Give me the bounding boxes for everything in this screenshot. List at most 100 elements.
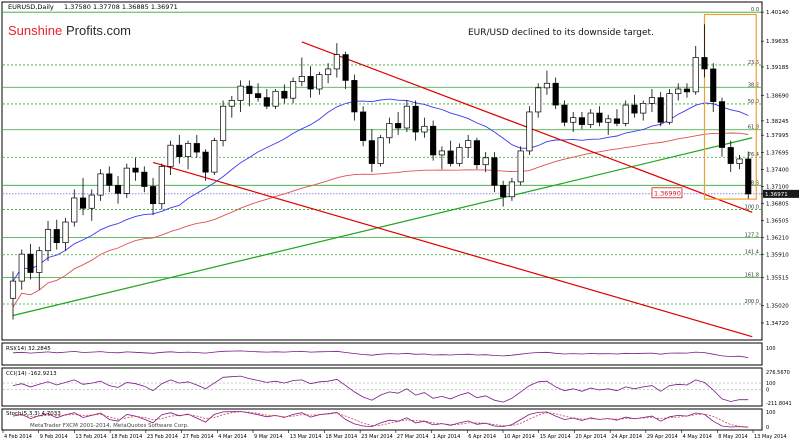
bull-candle-body (438, 150, 445, 156)
candle (491, 152, 498, 193)
bull-candle-body (666, 93, 673, 123)
date-tick-label: 13 Feb 2014 (75, 434, 106, 440)
candle (123, 163, 130, 198)
candle (631, 94, 638, 118)
candle (97, 169, 104, 201)
candle (701, 24, 708, 78)
bear-candle-body (114, 184, 122, 194)
candle (657, 91, 664, 127)
candle (316, 71, 323, 95)
indicator-scale-label: 100 (766, 381, 776, 387)
bear-candle-body (491, 157, 498, 186)
bear-candle-body (149, 186, 157, 205)
candle (508, 177, 515, 201)
indicator-scale-label: 100 (766, 346, 776, 352)
ohlc-values: 1.37580 1.37708 1.36885 1.36971 (64, 3, 178, 11)
cci-line (12, 375, 749, 403)
candle (587, 109, 594, 128)
candle (578, 111, 586, 130)
bull-candle-body (543, 82, 550, 89)
price-tick-label: 1.39185 (766, 65, 789, 71)
sma-fast-line (12, 98, 749, 282)
bear-candle-body (202, 151, 209, 173)
candle (386, 117, 393, 144)
bull-candle-body (97, 173, 104, 196)
target-zone-box (703, 13, 757, 200)
date-tick-label: 4 Mar 2014 (218, 434, 247, 440)
bear-candle-body (561, 104, 568, 123)
date-tick-label: 27 Feb 2014 (183, 434, 214, 440)
rising-support-line (12, 137, 753, 317)
candle (605, 114, 612, 135)
date-tick-label: 23 Feb 2014 (147, 434, 178, 440)
bear-candle-body (132, 167, 139, 173)
bull-candle-body (333, 54, 340, 70)
indicator-scale-label: 0 (766, 387, 769, 393)
candle (106, 166, 113, 193)
candle (158, 163, 165, 210)
bear-candle-body (368, 140, 375, 164)
moving-averages (12, 98, 749, 308)
stoch-title: Stoch(5,3,3) 4.7033 (6, 411, 61, 417)
bull-candle-body (526, 111, 533, 152)
candle (184, 140, 192, 170)
candle (255, 83, 262, 102)
bear-candle-body (255, 93, 262, 98)
symbol-label: EURUSD,Daily (8, 3, 54, 11)
candle (648, 89, 656, 112)
candle (543, 70, 550, 95)
current-price-badge (763, 189, 799, 198)
bear-candle-body (79, 197, 87, 209)
bear-candle-body (473, 140, 480, 166)
candle (228, 95, 235, 118)
stoch-panel-frame (1, 408, 763, 431)
candle (430, 120, 437, 161)
indicator-scale-label: 276.5670 (766, 370, 790, 376)
candle (552, 77, 559, 110)
bear-candle-body (447, 150, 454, 164)
candle (202, 149, 209, 181)
candlestick-series (9, 24, 752, 320)
bear-candle-body (281, 90, 288, 99)
date-tick-label: 13 Mar 2014 (290, 434, 322, 440)
bull-candle-body (675, 88, 682, 94)
date-tick-label: 15 Apr 2014 (540, 434, 571, 440)
current-price-value: 1.36971 (765, 192, 788, 198)
sma-slow-line (12, 132, 749, 308)
brand-logo: Sunshine Profits.com (8, 23, 131, 38)
bull-candle-body (211, 140, 218, 173)
bear-candle-body (351, 80, 358, 113)
candle (692, 46, 699, 95)
bull-candle-body (648, 97, 656, 104)
bull-candle-body (18, 253, 25, 282)
bear-candle-body (701, 57, 708, 70)
bull-candle-body (456, 147, 463, 164)
candle (395, 111, 402, 135)
bull-candle-body (44, 229, 52, 252)
bull-candle-body (587, 112, 594, 125)
price-tick-label: 1.37695 (766, 150, 789, 156)
bull-candle-body (167, 144, 174, 167)
candle (718, 97, 726, 157)
bull-candle-body (62, 221, 69, 244)
candle (298, 57, 305, 87)
copyright-footer: MetaTrader FXCM 2001-2014, MetaQuotes So… (30, 423, 189, 429)
price-tick-label: 1.34720 (766, 321, 789, 327)
bull-candle-body (377, 137, 384, 164)
candle (53, 219, 60, 250)
bull-candle-body (9, 280, 17, 299)
date-tick-label: 13 May 2014 (754, 434, 787, 440)
price-tick-label: 1.38690 (766, 93, 789, 99)
date-tick-label: 9 Mar 2014 (254, 434, 283, 440)
fib-level-label: 141.4 (745, 250, 759, 256)
candle (517, 146, 524, 186)
bull-candle-body (71, 197, 78, 223)
bear-candle-body (307, 76, 314, 90)
candle (27, 243, 34, 280)
date-tick-label: 9 Feb 2014 (40, 434, 68, 440)
date-tick-label: 24 Apr 2014 (611, 434, 642, 440)
candle (246, 80, 253, 107)
candle (290, 77, 297, 104)
price-axis: 1.40140 1.39635 1.39185 1.38690 1.38245 1.379… (651, 10, 799, 327)
